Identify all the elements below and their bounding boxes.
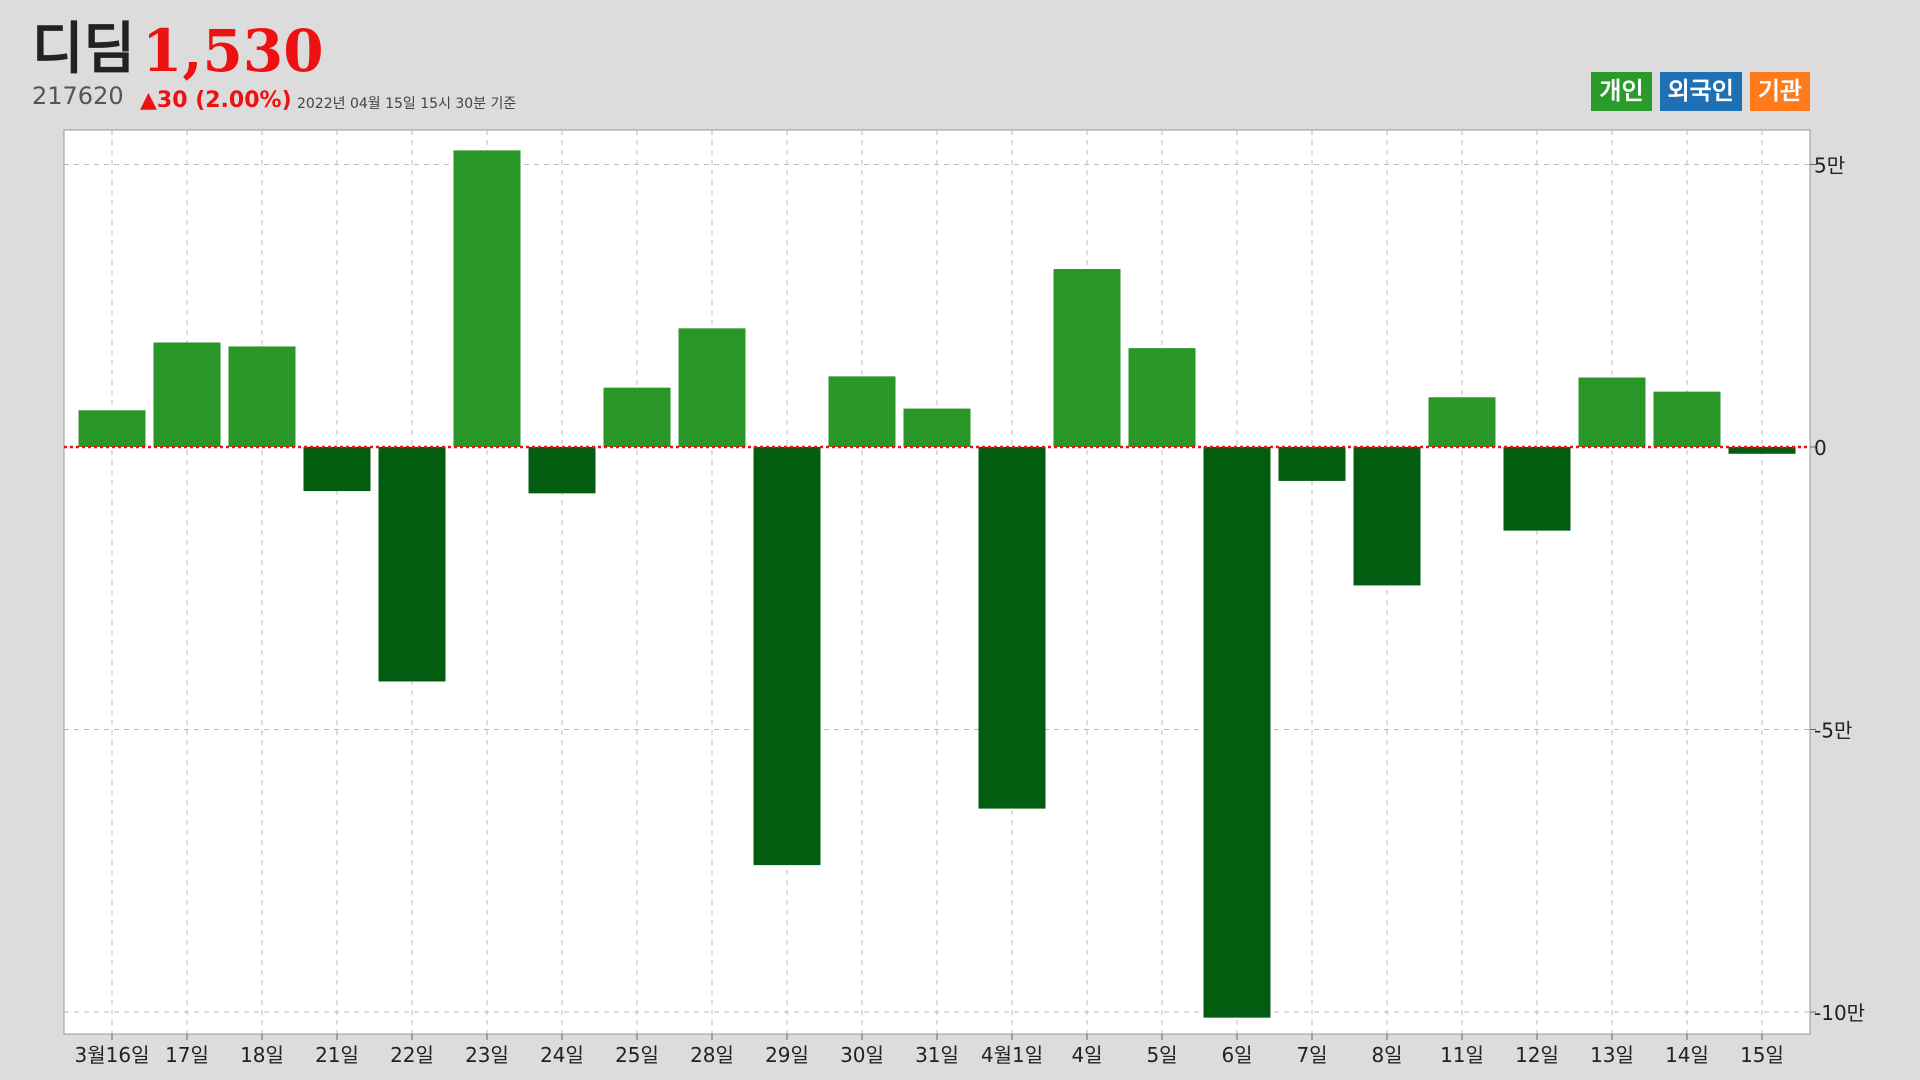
bar [228,346,296,447]
y-tick-label: 5만 [1814,154,1845,178]
y-tick-label: -5만 [1814,719,1852,743]
bar [303,447,371,492]
x-tick-label: 23일 [465,1043,509,1067]
stock-code: 217620 [32,82,124,110]
x-tick-label: 30일 [840,1043,884,1067]
bar [678,328,746,447]
x-tick-label: 24일 [540,1043,584,1067]
x-tick-label: 6일 [1221,1043,1252,1067]
bar [978,447,1046,809]
x-tick-label: 4월1일 [981,1043,1043,1067]
bar [753,447,821,866]
stock-name: 디딤 [32,17,136,82]
legend-institution-button[interactable]: 기관 [1749,72,1810,111]
x-tick-label: 17일 [165,1043,209,1067]
bar [1203,447,1271,1018]
bar [903,408,971,447]
x-tick-label: 5일 [1146,1043,1177,1067]
x-tick-label: 11일 [1440,1043,1484,1067]
bar [1053,269,1121,447]
x-tick-label: 3월16일 [75,1043,150,1067]
y-tick-label: -10만 [1814,1001,1865,1025]
x-tick-label: 21일 [315,1043,359,1067]
bar [603,387,671,447]
legend-individual-button[interactable]: 개인 [1591,72,1652,111]
bar [1353,447,1421,586]
x-tick-label: 31일 [915,1043,959,1067]
x-tick-label: 22일 [390,1043,434,1067]
bar [1578,377,1646,447]
y-tick-label: 0 [1814,436,1827,460]
bar [528,447,596,494]
investor-legend: 개인 외국인 기관 [1591,72,1810,111]
bar [78,410,146,447]
bar [1728,447,1796,454]
x-tick-label: 12일 [1515,1043,1559,1067]
price-change: ▲30 (2.00%) [140,88,292,113]
x-tick-label: 8일 [1371,1043,1402,1067]
bar [378,447,446,682]
bar [153,342,221,447]
x-tick-label: 28일 [690,1043,734,1067]
bar [1428,397,1496,447]
bar [1503,447,1571,531]
current-price: 1,530 [142,17,324,85]
x-tick-label: 29일 [765,1043,809,1067]
bar [1278,447,1346,481]
x-tick-label: 7일 [1296,1043,1327,1067]
as-of-timestamp: 2022년 04월 15일 15시 30분 기준 [297,96,517,112]
x-tick-label: 4일 [1071,1043,1102,1067]
x-tick-label: 18일 [240,1043,284,1067]
x-tick-label: 14일 [1665,1043,1709,1067]
x-tick-label: 13일 [1590,1043,1634,1067]
bar [828,376,896,447]
bar [1128,348,1196,447]
bar [1653,391,1721,447]
x-tick-label: 15일 [1740,1043,1784,1067]
legend-foreign-button[interactable]: 외국인 [1659,72,1742,111]
bar [453,150,521,447]
x-tick-label: 25일 [615,1043,659,1067]
